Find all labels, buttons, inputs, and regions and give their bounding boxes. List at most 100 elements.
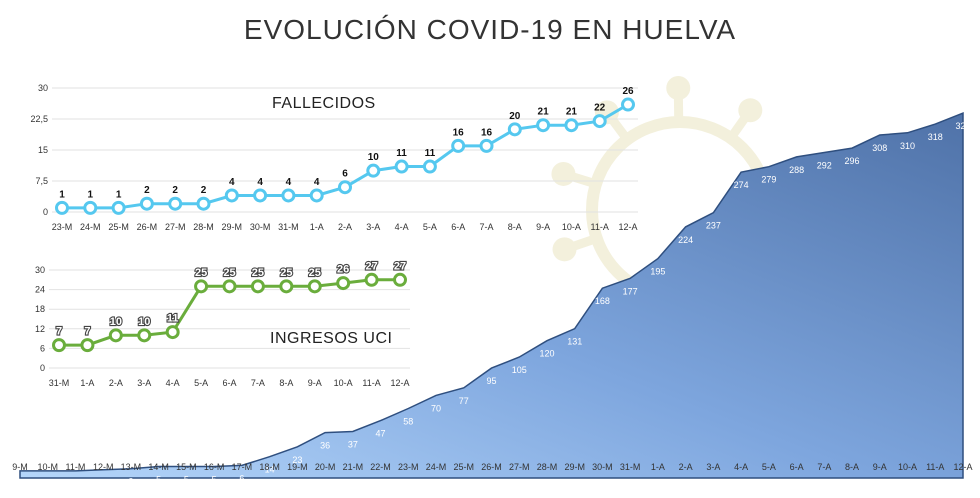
casos-value-label: 288 <box>789 165 804 175</box>
fallecidos-point <box>111 200 126 215</box>
fallecidos-x-tick: 31-M <box>278 222 299 232</box>
uci-data-label: 7 <box>84 326 90 338</box>
fallecidos-data-label: 2 <box>172 185 178 196</box>
uci-x-tick: 1-A <box>80 378 94 388</box>
fallecidos-data-label: 4 <box>229 177 235 188</box>
fallecidos-data-label: 16 <box>453 127 465 138</box>
casos-value-label: 120 <box>539 349 554 359</box>
fallecidos-data-label: 4 <box>257 177 263 188</box>
fallecidos-data-label: 2 <box>144 185 150 196</box>
casos-value-label: 58 <box>403 417 413 427</box>
casos-x-tick: 9-A <box>873 462 887 472</box>
uci-y-tick: 30 <box>35 265 45 275</box>
virus-spike-head <box>552 237 577 262</box>
fallecidos-data-label: 1 <box>88 189 94 200</box>
casos-value-label: 237 <box>706 221 721 231</box>
casos-x-tick: 6-A <box>790 462 804 472</box>
fallecidos-point <box>479 138 494 153</box>
uci-point <box>194 279 209 294</box>
fallecidos-point <box>621 97 635 112</box>
casos-value-label: 47 <box>376 429 386 439</box>
casos-value-label: 279 <box>761 175 776 185</box>
uci-x-tick: 6-A <box>222 378 236 388</box>
casos-value-label: 6 <box>239 473 244 483</box>
casos-value-label: 131 <box>567 337 582 347</box>
casos-x-tick: 12-A <box>953 462 972 472</box>
casos-value-label: 195 <box>650 267 665 277</box>
uci-point <box>52 338 66 353</box>
uci-x-tick: 4-A <box>166 378 180 388</box>
fallecidos-data-label: 1 <box>59 189 65 200</box>
casos-x-tick: 19-M <box>287 462 308 472</box>
casos-x-tick: 10-M <box>37 462 58 472</box>
casos-x-tick: 4-A <box>734 462 748 472</box>
casos-value-label: 177 <box>623 286 638 296</box>
uci-data-label: 25 <box>195 267 207 279</box>
casos-x-tick: 1-A <box>651 462 665 472</box>
uci-data-label: 27 <box>365 260 377 272</box>
uci-y-tick: 6 <box>40 343 45 353</box>
fallecidos-x-tick: 12-A <box>618 222 637 232</box>
uci-y-tick: 18 <box>35 304 45 314</box>
casos-x-tick: 16-M <box>204 462 225 472</box>
uci-x-tick: 9-A <box>308 378 322 388</box>
fallecidos-point <box>309 188 324 203</box>
fallecidos-point <box>366 163 381 178</box>
fallecidos-point <box>451 138 466 153</box>
uci-line-chart: 0 6 12 18 24 30 31-M 1-A 2-A 3-A 4-A 5-A 6-A 7-A 8-A 9-… <box>35 259 410 388</box>
fallecidos-y-tick: 0 <box>43 207 48 217</box>
casos-x-tick: 23-M <box>398 462 419 472</box>
fallecidos-x-tick: 10-A <box>562 222 581 232</box>
uci-x-tick: 10-A <box>334 378 353 388</box>
fallecidos-x-tick: 4-A <box>395 222 409 232</box>
casos-x-tick: 30-M <box>592 462 613 472</box>
casos-value-label: 77 <box>459 396 469 406</box>
uci-point <box>137 328 152 343</box>
fallecidos-data-label: 11 <box>396 148 407 159</box>
casos-x-tick: 26-M <box>481 462 502 472</box>
fallecidos-x-tick: 26-M <box>137 222 158 232</box>
casos-x-tick: 24-M <box>426 462 447 472</box>
uci-point <box>108 328 123 343</box>
casos-value-label: 23 <box>292 455 302 465</box>
uci-data-label: 25 <box>252 267 264 279</box>
uci-x-tick: 31-M <box>49 378 70 388</box>
fallecidos-data-label: 16 <box>481 127 493 138</box>
fallecidos-data-label: 6 <box>342 169 348 180</box>
casos-x-tick: 7-A <box>817 462 831 472</box>
casos-value-label: 95 <box>486 376 496 386</box>
uci-data-label: 26 <box>337 264 349 276</box>
casos-value-label: 168 <box>595 296 610 306</box>
fallecidos-data-label: 21 <box>566 107 578 118</box>
casos-value-label: 70 <box>431 403 441 413</box>
casos-value-label: 274 <box>734 180 749 190</box>
uci-x-tick: 12-A <box>390 378 409 388</box>
fallecidos-point <box>196 196 211 211</box>
uci-point <box>80 338 95 353</box>
fallecidos-data-label: 2 <box>201 185 207 196</box>
fallecidos-data-label: 1 <box>116 189 122 200</box>
uci-y-tick: 24 <box>35 285 45 295</box>
casos-value-label: 14 <box>265 465 275 475</box>
fallecidos-x-tick: 7-A <box>479 222 493 232</box>
casos-x-tick: 5-A <box>762 462 776 472</box>
uci-x-tick: 11-A <box>362 378 380 388</box>
fallecidos-x-tick: 3-A <box>366 222 380 232</box>
fallecidos-point <box>592 114 607 129</box>
uci-data-label: 25 <box>280 267 292 279</box>
casos-value-label: 1 <box>73 479 78 489</box>
casos-x-tick: 13-M <box>121 462 142 472</box>
casos-value-label: 36 <box>320 441 330 451</box>
casos-value-label: 2 <box>101 478 106 488</box>
casos-x-tick: 28-M <box>537 462 558 472</box>
casos-value-label: 37 <box>348 440 358 450</box>
uci-point <box>250 279 265 294</box>
casos-x-tick: 22-M <box>370 462 391 472</box>
casos-x-tick: 9-M <box>12 462 28 472</box>
virus-spike-head <box>666 76 691 101</box>
fallecidos-data-label: 4 <box>314 177 320 188</box>
casos-x-tick: 12-M <box>93 462 114 472</box>
casos-x-tick: 21-M <box>343 462 364 472</box>
uci-point <box>336 276 351 291</box>
